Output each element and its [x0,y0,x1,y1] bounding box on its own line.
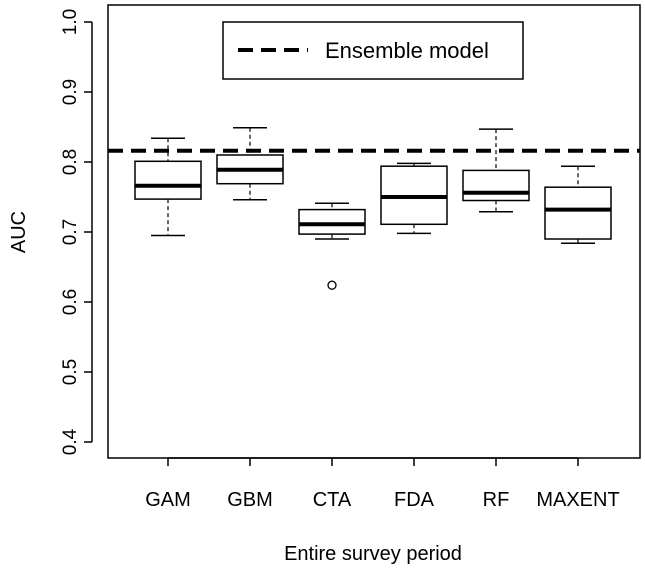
iqr-box [298,208,366,235]
legend-label: Ensemble model [325,38,489,63]
iqr-box [134,160,202,200]
y-tick-label: 0.6 [60,289,81,315]
x-tick-label: RF [483,489,510,511]
box-maxent [544,165,612,244]
y-tick-label: 0.8 [60,149,81,175]
box-cta [298,202,366,290]
x-tick-label: GAM [145,489,191,511]
legend: Ensemble model [222,21,524,80]
x-axis-title: Entire survey period [284,543,462,565]
box-series [134,126,612,290]
y-tick-label: 0.7 [60,219,81,245]
box-gbm [216,126,284,201]
y-tick-label: 0.5 [60,359,81,385]
y-axis-title: AUC [8,211,30,253]
y-axis: 0.4 0.5 0.6 0.7 0.8 0.9 1.0 [60,9,93,455]
y-tick-label: 1.0 [60,9,81,35]
iqr-box [462,169,530,202]
y-tick-label: 0.4 [60,428,81,455]
x-tick-label: FDA [394,489,435,511]
iqr-box [544,186,612,240]
box-fda [380,162,448,235]
x-tick-label: CTA [313,489,352,511]
x-axis: GAM GBM CTA FDA RF MAXENT [145,457,620,511]
box-rf [462,128,530,213]
outlier-point [327,280,337,290]
y-tick-label: 0.9 [60,79,81,105]
x-tick-label: GBM [227,489,273,511]
x-tick-label: MAXENT [536,489,619,511]
box-gam [134,137,202,237]
